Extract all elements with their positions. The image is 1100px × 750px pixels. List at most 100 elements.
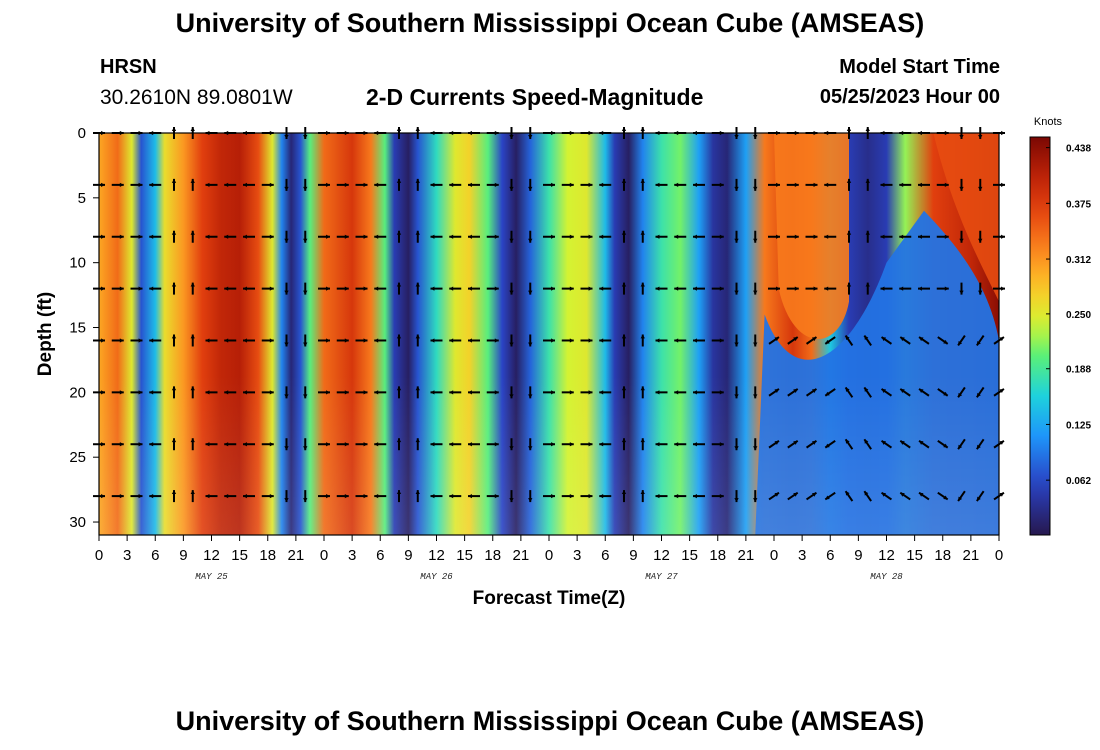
current-vector-arrow — [130, 182, 143, 188]
current-vector-arrow — [190, 438, 195, 451]
current-vector-arrow — [430, 493, 443, 499]
current-vector-arrow — [640, 438, 645, 451]
x-tick-label: 15 — [231, 547, 248, 564]
current-vector-arrow — [374, 182, 387, 188]
current-vector-arrow — [355, 182, 368, 188]
current-vector-arrow — [303, 334, 308, 347]
current-vector-arrow — [396, 282, 402, 295]
current-vector-arrow — [599, 442, 612, 447]
current-vector-arrow — [543, 493, 555, 499]
current-vector-arrow — [486, 442, 499, 447]
current-vector-arrow — [318, 442, 330, 447]
current-vector-arrow — [976, 386, 985, 398]
current-vector-arrow — [674, 338, 687, 343]
day-label: MAY 25 — [195, 572, 228, 582]
current-vector-arrow — [243, 493, 255, 499]
current-vector-arrow — [899, 388, 911, 397]
current-vector-arrow — [674, 390, 687, 395]
x-tick-label: 0 — [95, 547, 103, 564]
current-vector-arrow — [959, 230, 964, 243]
current-vector-arrow — [786, 234, 799, 239]
current-vector-arrow — [621, 438, 627, 451]
current-vector-arrow — [205, 493, 218, 499]
current-vector-arrow — [205, 286, 218, 291]
current-vector-arrow — [655, 442, 668, 447]
current-vector-arrow — [261, 442, 274, 447]
current-vector-arrow — [284, 230, 289, 243]
current-vector-arrow — [768, 440, 780, 449]
model-start-label: Model Start Time — [839, 56, 1000, 78]
x-tick-label: 6 — [376, 547, 384, 564]
current-vector-arrow — [224, 286, 237, 291]
current-vector-arrow — [355, 234, 368, 239]
current-vector-arrow — [937, 491, 949, 501]
current-vector-arrow — [918, 491, 930, 501]
model-start-value: 05/25/2023 Hour 00 — [819, 86, 1000, 108]
x-tick-label: 21 — [513, 547, 530, 564]
current-vector-arrow — [528, 490, 533, 503]
colorbar-tick-label: 0.250 — [1066, 310, 1091, 321]
current-vector-arrow — [655, 182, 668, 188]
current-vector-arrow — [899, 286, 912, 291]
current-vector-arrow — [284, 334, 289, 347]
current-vector-arrow — [561, 234, 574, 239]
x-tick-label: 21 — [963, 547, 980, 564]
current-vector-arrow — [449, 493, 462, 499]
x-tick-label: 0 — [770, 547, 778, 564]
current-vector-arrow — [190, 282, 195, 295]
current-vector-arrow — [355, 286, 368, 291]
current-vector-arrow — [355, 493, 368, 499]
current-vector-arrow — [753, 438, 758, 451]
current-vector-arrow — [918, 440, 930, 449]
x-tick-label: 12 — [428, 547, 445, 564]
colorbar-tick-label: 0.125 — [1066, 420, 1091, 431]
current-vector-arrow — [415, 230, 420, 243]
x-tick-label: 15 — [681, 547, 698, 564]
current-vector-arrow — [561, 286, 574, 291]
chart-subtitle: 2-D Currents Speed-Magnitude — [366, 84, 704, 110]
current-vector-arrow — [284, 178, 289, 191]
current-vector-arrow — [243, 442, 255, 447]
current-vector-arrow — [734, 230, 739, 243]
current-vector-arrow — [824, 336, 836, 345]
current-vector-arrow — [336, 182, 349, 188]
current-vector-arrow — [805, 286, 818, 291]
current-vector-arrow — [190, 230, 195, 243]
current-vector-arrow — [693, 338, 705, 343]
current-vector-arrow — [880, 286, 893, 291]
current-vector-arrow — [753, 386, 758, 399]
current-vector-arrow — [734, 490, 739, 503]
current-vector-arrow — [303, 230, 308, 243]
current-vector-arrow — [693, 286, 705, 291]
current-vector-arrow — [865, 282, 870, 295]
current-vector-arrow — [430, 390, 443, 395]
current-vector-arrow — [655, 338, 668, 343]
current-vector-arrow — [918, 336, 930, 345]
current-vector-arrow — [149, 286, 162, 291]
current-vector-arrow — [468, 390, 480, 395]
current-vector-arrow — [303, 438, 308, 451]
current-vector-arrow — [449, 286, 462, 291]
current-vector-arrow — [205, 338, 218, 343]
x-tick-label: 3 — [123, 547, 131, 564]
current-vector-arrow — [374, 390, 387, 395]
current-vector-arrow — [149, 442, 162, 447]
current-vector-arrow — [468, 493, 480, 499]
current-vector-arrow — [543, 442, 555, 447]
colorbar-ticks: 0.438 0.375 0.312 0.250 0.188 0.125 0.062 — [1046, 144, 1091, 487]
current-vector-arrow — [415, 282, 420, 295]
current-vector-arrow — [937, 388, 949, 397]
current-vector-arrow — [786, 182, 799, 188]
current-vector-arrow — [205, 442, 218, 447]
colorbar-tick-label: 0.188 — [1066, 365, 1091, 376]
current-vector-arrow — [693, 493, 705, 499]
colorbar: Knots 0.438 0.375 0.312 0.250 0.188 0.125 0.06… — [1029, 116, 1091, 536]
current-vector-arrow — [224, 493, 237, 499]
x-tick-label: 0 — [995, 547, 1003, 564]
current-vector-arrow — [284, 490, 289, 503]
current-vector-arrow — [374, 338, 387, 343]
current-vector-arrow — [621, 386, 627, 399]
current-vector-arrow — [640, 230, 645, 243]
current-vector-arrow — [674, 286, 687, 291]
